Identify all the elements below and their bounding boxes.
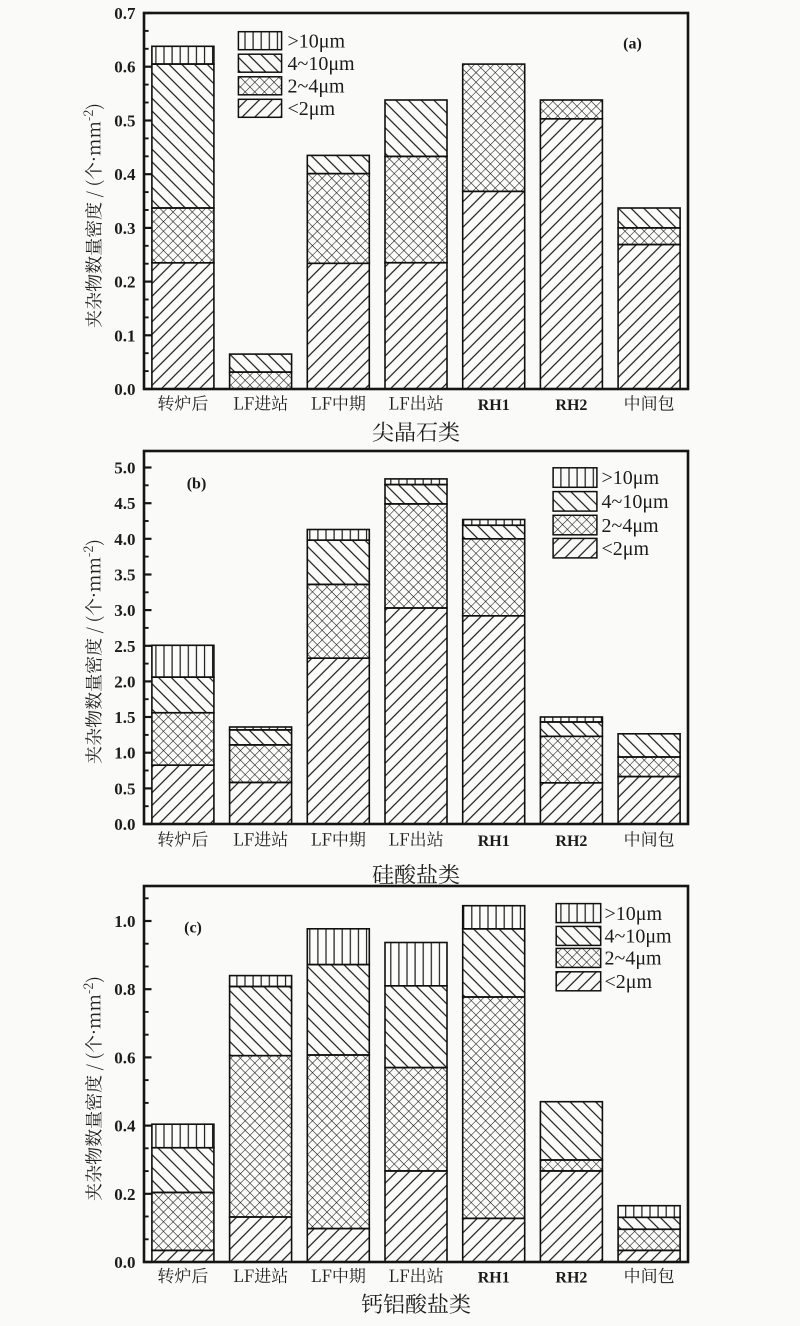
svg-text:RH1: RH1: [478, 397, 510, 414]
svg-text:0.7: 0.7: [114, 4, 136, 23]
svg-text:0.2: 0.2: [114, 273, 135, 292]
svg-text:0.2: 0.2: [114, 1185, 135, 1204]
svg-text:(a): (a): [623, 36, 642, 53]
svg-text:RH2: RH2: [555, 397, 587, 414]
svg-text:(c): (c): [184, 920, 202, 937]
svg-text:0.6: 0.6: [114, 1048, 135, 1067]
svg-text:<2μm: <2μm: [288, 98, 336, 120]
svg-text:3.5: 3.5: [114, 566, 135, 585]
svg-text:<2μm: <2μm: [602, 538, 650, 560]
svg-text:RH2: RH2: [555, 833, 587, 850]
svg-text:5.0: 5.0: [114, 459, 135, 478]
svg-text:(b): (b): [187, 476, 207, 493]
svg-text:1.0: 1.0: [114, 912, 135, 931]
svg-text:0.0: 0.0: [114, 1253, 135, 1272]
svg-text:0.0: 0.0: [114, 380, 135, 399]
svg-text:>10μm: >10μm: [288, 30, 346, 52]
svg-text:2~4μm: 2~4μm: [602, 515, 660, 537]
svg-text:>10μm: >10μm: [605, 903, 663, 925]
svg-text:2.5: 2.5: [114, 637, 135, 656]
svg-text:RH1: RH1: [478, 833, 510, 850]
svg-text:1.5: 1.5: [114, 708, 135, 727]
svg-text:0.8: 0.8: [114, 980, 135, 999]
svg-text:4~10μm: 4~10μm: [602, 491, 670, 513]
svg-text:4~10μm: 4~10μm: [288, 53, 356, 75]
svg-text:2~4μm: 2~4μm: [605, 948, 663, 970]
svg-text:>10μm: >10μm: [602, 467, 660, 489]
svg-text:4.5: 4.5: [114, 494, 135, 513]
svg-text:0.6: 0.6: [114, 58, 135, 77]
svg-text:<2μm: <2μm: [605, 971, 653, 993]
svg-text:RH1: RH1: [478, 1270, 510, 1287]
svg-text:2~4μm: 2~4μm: [288, 76, 346, 98]
svg-text:4.0: 4.0: [114, 530, 135, 549]
svg-text:0.0: 0.0: [114, 815, 135, 834]
svg-text:0.1: 0.1: [114, 326, 135, 345]
svg-text:0.5: 0.5: [114, 779, 135, 798]
svg-text:4~10μm: 4~10μm: [605, 926, 673, 948]
svg-text:0.4: 0.4: [114, 1117, 136, 1136]
svg-text:3.0: 3.0: [114, 601, 135, 620]
svg-text:RH2: RH2: [555, 1270, 587, 1287]
svg-text:2.0: 2.0: [114, 672, 135, 691]
svg-text:0.5: 0.5: [114, 111, 135, 130]
svg-text:0.3: 0.3: [114, 219, 135, 238]
svg-text:1.0: 1.0: [114, 744, 135, 763]
svg-text:0.4: 0.4: [114, 165, 136, 184]
